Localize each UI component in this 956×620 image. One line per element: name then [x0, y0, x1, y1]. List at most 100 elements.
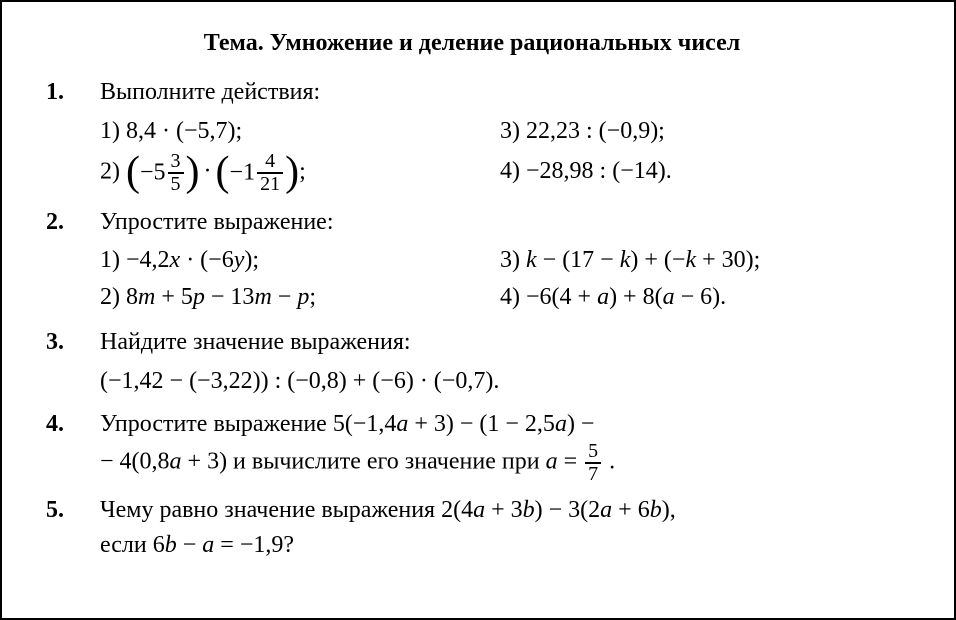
task-2-sub4: 4) −6(4 + a) + 8(a − 6). [500, 280, 898, 315]
t4l2d: . [603, 449, 615, 475]
task-2-number: 2. [46, 205, 100, 317]
t4l2a: − 4(0,8 [100, 449, 170, 475]
t2s4a2: a [663, 284, 675, 310]
t1s2-f2n: 4 [257, 151, 283, 174]
task-3-expr: (−1,42 − (−3,22)) : (−0,8) + (−6) · (−0,… [100, 364, 898, 399]
task-2-body: Упростите выражение: 1) −4,2x · (−6y); 2… [100, 205, 898, 317]
t4l1a: Упростите выражение 5(−1,4 [100, 411, 396, 437]
t5l2a_v: a [202, 532, 214, 558]
task-4-number: 4. [46, 407, 100, 486]
t4fn: 5 [585, 441, 601, 464]
t2s3k2: k [620, 247, 631, 273]
t4l2c: = [558, 449, 584, 475]
t1s2-frac2: 421 [257, 151, 283, 195]
t2s3k3: k [685, 247, 696, 273]
t5a: Чему равно значение выражения 2(4 [100, 497, 473, 523]
t5c: ) − 3(2 [535, 497, 601, 523]
t4l2a2: a [546, 449, 558, 475]
t5v4: b [650, 497, 662, 523]
t5l2b_v: b [165, 532, 177, 558]
task-1-instruct: Выполните действия: [100, 75, 898, 110]
t2s3c: ) + (− [630, 247, 685, 273]
t2s1b: · (−6 [180, 247, 234, 273]
task-1-sub4: 4) −28,98 : (−14). [500, 151, 898, 192]
t2s2p2: p [297, 284, 309, 310]
t4l1b: + 3) − (1 − 2,5 [408, 411, 555, 437]
t1s2-f1n: 3 [168, 151, 184, 174]
t5l2c: = −1,9? [214, 532, 294, 558]
task-2-sub2: 2) 8m + 5p − 13m − p; [100, 280, 500, 315]
t2s2e: ; [309, 284, 316, 310]
t2s3k1: k [526, 247, 537, 273]
t5d: + 6 [612, 497, 650, 523]
task-2-sub1: 1) −4,2x · (−6y); [100, 243, 500, 278]
t2s2a: 2) 8 [100, 284, 138, 310]
t4l2a1: a [170, 449, 182, 475]
t2s1y: y [234, 247, 245, 273]
task-1-sub2: 2) (−535)·(−1421); [100, 151, 500, 195]
t2s2d: − [272, 284, 298, 310]
t5e: ), [662, 497, 676, 523]
t2s3b: − (17 − [537, 247, 620, 273]
t5l2b: − [177, 532, 203, 558]
t1s2-int2: −1 [230, 159, 256, 185]
t2s4b: ) + 8( [609, 284, 663, 310]
task-2-sub3: 3) k − (17 − k) + (−k + 30); [500, 243, 898, 278]
task-1-sub1: 1) 8,4 · (−5,7); [100, 114, 500, 149]
t5b: + 3 [485, 497, 523, 523]
paren-open-2: ( [216, 154, 230, 192]
t4l1a2: a [555, 411, 567, 437]
task-2-instruct: Упростите выражение: [100, 205, 898, 240]
task-1-number: 1. [46, 75, 100, 197]
t1s2-prefix: 2) [100, 158, 126, 184]
t1s2-f2d: 21 [257, 174, 283, 195]
task-5: 5. Чему равно значение выражения 2(4a + … [46, 493, 898, 563]
t2s3d: + 30); [696, 247, 760, 273]
task-4-line2: − 4(0,8a + 3) и вычислите его значение п… [100, 441, 898, 485]
t2s2c: − 13 [205, 284, 255, 310]
task-1-sub3: 3) 22,23 : (−0,9); [500, 114, 898, 149]
task-3-instruct: Найдите значение выражения: [100, 325, 898, 360]
paren-open-1: ( [126, 154, 140, 192]
t2s3a: 3) [500, 247, 526, 273]
t4l1a1: a [396, 411, 408, 437]
task-4: 4. Упростите выражение 5(−1,4a + 3) − (1… [46, 407, 898, 486]
t2s2p1: p [193, 284, 205, 310]
task-1-body: Выполните действия: 1) 8,4 · (−5,7); 2) … [100, 75, 898, 197]
task-4-body: Упростите выражение 5(−1,4a + 3) − (1 − … [100, 407, 898, 486]
t4-frac: 57 [585, 441, 601, 485]
t5v3: a [600, 497, 612, 523]
task-3: 3. Найдите значение выражения: (−1,42 − … [46, 325, 898, 399]
t2s1x: x [170, 247, 181, 273]
t2s2m1: m [138, 284, 155, 310]
t2s4c: − 6). [675, 284, 727, 310]
t2s4a: 4) −6(4 + [500, 284, 597, 310]
t1s2-dot: · [204, 158, 212, 184]
t1s2-frac1: 35 [168, 151, 184, 195]
task-3-body: Найдите значение выражения: (−1,42 − (−3… [100, 325, 898, 399]
paren-close-1: ) [186, 154, 200, 192]
t2s4a1: a [597, 284, 609, 310]
t4l1c: ) − [567, 411, 595, 437]
t5v1: a [473, 497, 485, 523]
t5l2a: если 6 [100, 532, 165, 558]
task-1: 1. Выполните действия: 1) 8,4 · (−5,7); … [46, 75, 898, 197]
task-4-line1: Упростите выражение 5(−1,4a + 3) − (1 − … [100, 407, 898, 442]
task-3-number: 3. [46, 325, 100, 399]
t1s2-suf: ; [299, 158, 306, 184]
t2s1c: ); [244, 247, 259, 273]
task-5-body: Чему равно значение выражения 2(4a + 3b)… [100, 493, 898, 563]
task-5-line1: Чему равно значение выражения 2(4a + 3b)… [100, 493, 898, 528]
t4fd: 7 [585, 464, 601, 485]
t1s2-f1d: 5 [168, 174, 184, 195]
t2s1a: 1) −4,2 [100, 247, 170, 273]
task-5-line2: если 6b − a = −1,9? [100, 528, 898, 563]
t4l2b: + 3) и вычислите его значение при [182, 449, 546, 475]
page-title: Тема. Умножение и деление рациональных ч… [46, 30, 898, 57]
task-5-number: 5. [46, 493, 100, 563]
paren-close-2: ) [285, 154, 299, 192]
t2s2m2: m [254, 284, 271, 310]
t2s2b: + 5 [155, 284, 193, 310]
t5v2: b [523, 497, 535, 523]
task-2: 2. Упростите выражение: 1) −4,2x · (−6y)… [46, 205, 898, 317]
